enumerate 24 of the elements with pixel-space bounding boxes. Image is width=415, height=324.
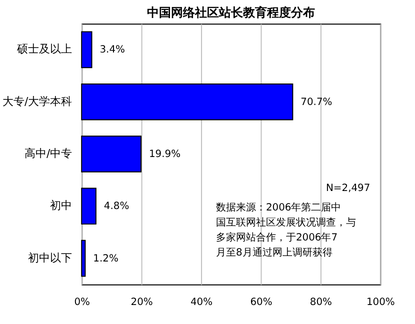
- data-label: 4.8%: [104, 201, 130, 212]
- data-label: 19.9%: [148, 148, 181, 160]
- annotation: 数据来源：2006年第二届中国互联网社区发展状况调查，与多家网站合作，于2006年7月至8月通过网上调研获得: [216, 202, 356, 259]
- data-label: 3.4%: [100, 44, 125, 56]
- bar: [81, 188, 96, 225]
- x-tick-label: 20%: [130, 296, 153, 308]
- data-label: 1.2%: [93, 253, 118, 264]
- annotation: N=2,497: [326, 182, 370, 194]
- x-tick-label: 100%: [366, 296, 395, 308]
- y-tick-label: 高中/中专: [24, 146, 72, 160]
- y-tick-label: 大专/大学本科: [2, 94, 72, 108]
- bar: [81, 83, 294, 120]
- x-tick-label: 0%: [74, 296, 90, 308]
- x-tick-label: 40%: [190, 296, 213, 308]
- y-tick-label: 初中以下: [28, 251, 72, 264]
- bar: [81, 31, 92, 68]
- data-label: 70.7%: [300, 96, 332, 108]
- x-tick-label: 60%: [250, 296, 272, 308]
- bar: [81, 240, 86, 277]
- y-tick-label: 硕士及以上: [16, 42, 72, 56]
- y-tick-label: 初中: [50, 199, 72, 212]
- bar: [81, 136, 142, 172]
- x-tick-label: 80%: [310, 296, 332, 308]
- chart-title: 中国网络社区站长教育程度分布: [146, 6, 315, 20]
